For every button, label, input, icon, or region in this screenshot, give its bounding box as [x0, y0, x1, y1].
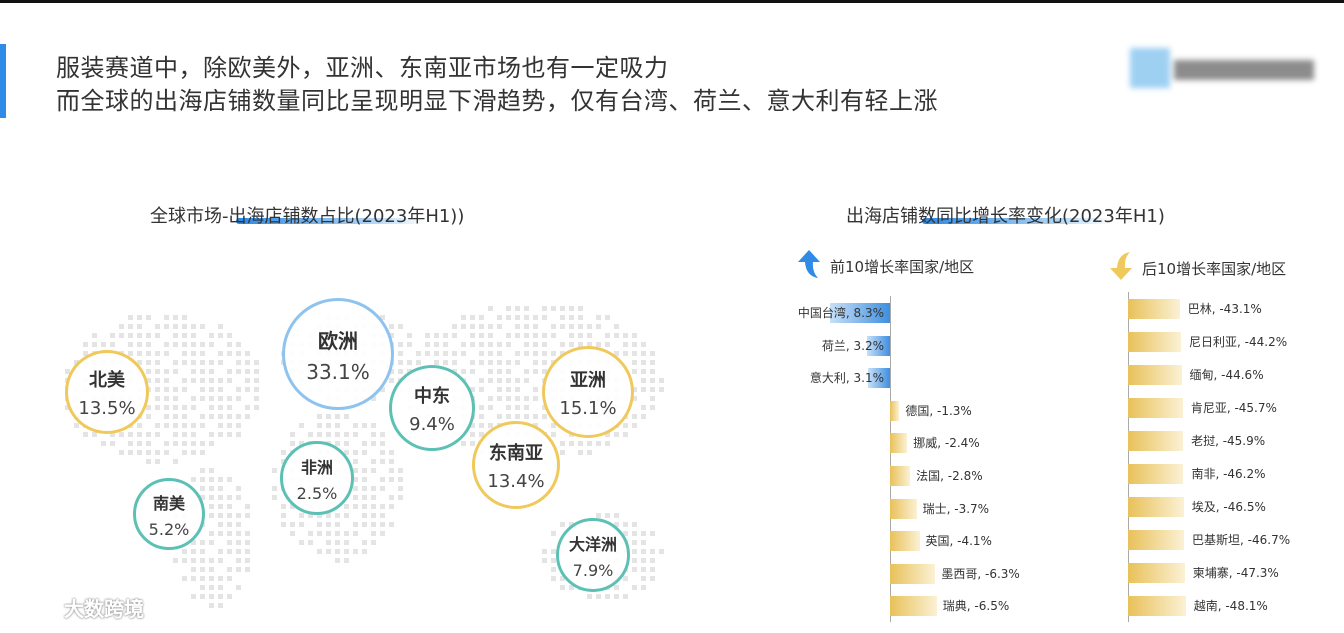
bottom10-bar — [1128, 332, 1182, 352]
top-border — [0, 0, 1344, 3]
region-name: 北美 — [89, 369, 125, 391]
region-value: 15.1% — [559, 397, 617, 419]
top10-label: 前10增长率国家/地区 — [830, 258, 975, 276]
headline-line-2: 而全球的出海店铺数量同比呈现明显下滑趋势，仅有台湾、荷兰、意大利有轻上涨 — [56, 87, 938, 115]
region-name: 东南亚 — [489, 442, 543, 464]
region-bubble: 非洲 2.5% — [280, 441, 354, 515]
region-value: 9.4% — [409, 413, 455, 435]
bottom10-bar — [1128, 530, 1185, 550]
top10-bar — [890, 433, 908, 454]
region-bubble: 亚洲 15.1% — [542, 346, 634, 438]
region-name: 大洋洲 — [568, 534, 617, 554]
top10-bar — [890, 531, 920, 552]
top10-bar-label: 瑞士, -3.7% — [922, 501, 990, 516]
watermark: 大数跨境 — [10, 592, 144, 622]
top10-bar-label: 荷兰, 3.2% — [821, 338, 884, 353]
region-bubble: 大洋洲 7.9% — [556, 518, 630, 592]
bottom10-bar-label: 柬埔寨, -47.3% — [1192, 566, 1279, 580]
region-name: 欧洲 — [318, 328, 358, 353]
bottom10-bar-label: 尼日利亚, -44.2% — [1189, 335, 1288, 349]
arrow-down-icon — [1110, 252, 1132, 280]
blurred-logo — [1130, 38, 1326, 100]
top10-bar-label: 法国, -2.8% — [916, 469, 983, 483]
top10-bar — [890, 466, 911, 486]
bottom10-bar-label: 越南, -48.1% — [1193, 599, 1268, 613]
region-value: 7.9% — [572, 560, 614, 580]
top10-bar-label: 挪威, -2.4% — [913, 436, 980, 451]
bottom10-bar-label: 肯尼亚, -45.7% — [1190, 401, 1277, 415]
bottom10-bar — [1128, 596, 1186, 616]
top10-bar-label: 瑞典, -6.5% — [942, 599, 1010, 614]
top10-bar-label: 中国台湾, 8.3% — [797, 306, 884, 320]
accent-bar — [0, 44, 6, 118]
bottom10-axis — [1128, 292, 1129, 622]
brand-logo-icon — [13, 596, 54, 617]
region-value: 13.5% — [78, 397, 136, 419]
bottom10-bar — [1128, 398, 1183, 418]
region-bubble: 北美 13.5% — [65, 350, 149, 434]
top10-bar-label: 意大利, 3.1% — [809, 371, 884, 386]
top10-bar — [830, 303, 890, 323]
top10-bar-label: 英国, -4.1% — [925, 534, 992, 549]
bottom10-bar — [1128, 497, 1184, 517]
map-chart-title: 全球市场-出海店铺数占比(2023年H1)) — [150, 206, 465, 227]
region-value: 13.4% — [487, 470, 545, 492]
region-name: 非洲 — [300, 457, 333, 477]
top10-bar — [890, 498, 917, 519]
top10-bar — [866, 335, 890, 356]
bottom10-bar-label: 老挝, -45.9% — [1191, 434, 1266, 448]
bottom10-bar — [1128, 299, 1180, 319]
top10-bar — [867, 368, 890, 389]
bottom10-bar — [1128, 464, 1184, 484]
page-headline: 服装赛道中，除欧美外，亚洲、东南亚市场也有一定吸力 而全球的出海店铺数量同比呈现… — [56, 52, 938, 118]
top10-bar — [890, 563, 936, 584]
region-bubble: 东南亚 13.4% — [472, 421, 560, 509]
bar-chart-title: 出海店铺数同比增长率变化(2023年H1) — [846, 206, 1165, 227]
bottom10-bar-label: 埃及, -46.5% — [1191, 500, 1266, 514]
bottom10-bar-label: 巴基斯坦, -46.7% — [1192, 533, 1291, 547]
region-bubble: 南美 5.2% — [133, 478, 205, 550]
headline-line-1: 服装赛道中，除欧美外，亚洲、东南亚市场也有一定吸力 — [56, 54, 669, 82]
top10-bar-label: 墨西哥, -6.3% — [941, 566, 1020, 581]
bar-title-underline — [922, 218, 1112, 224]
arrow-up-icon — [798, 250, 820, 278]
bottom10-bar — [1128, 431, 1184, 451]
bottom10-bar — [1128, 365, 1182, 385]
top10-bar-label: 德国, -1.3% — [905, 403, 972, 418]
map-title-underline — [236, 218, 426, 224]
bottom10-bar-label: 南非, -46.2% — [1191, 467, 1266, 481]
region-name: 亚洲 — [570, 369, 606, 391]
region-name: 中东 — [414, 385, 450, 407]
region-value: 2.5% — [296, 483, 338, 503]
region-bubble: 欧洲 33.1% — [282, 298, 394, 410]
bottom10-bar — [1128, 563, 1185, 583]
region-name: 南美 — [152, 493, 185, 513]
top10-bar — [890, 400, 900, 421]
top10-axis — [890, 296, 891, 622]
watermark-text: 大数跨境 — [64, 596, 144, 621]
region-value: 5.2% — [148, 519, 190, 539]
top10-bar — [890, 596, 937, 617]
region-bubble: 中东 9.4% — [389, 365, 475, 451]
region-value: 33.1% — [306, 359, 370, 384]
bottom10-bar-label: 巴林, -43.1% — [1187, 302, 1262, 316]
bottom10-bar-label: 缅甸, -44.6% — [1189, 368, 1264, 382]
bottom10-label: 后10增长率国家/地区 — [1142, 260, 1287, 278]
